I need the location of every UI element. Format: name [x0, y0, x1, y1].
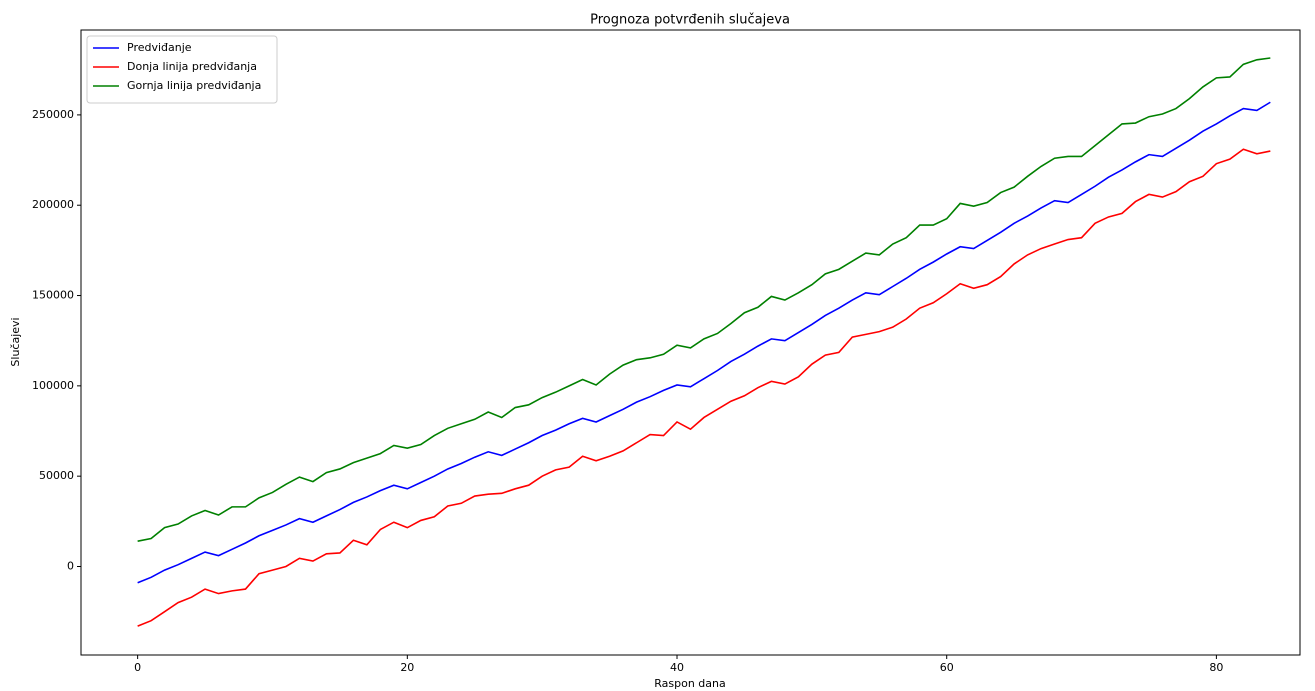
- x-axis-label: Raspon dana: [654, 677, 726, 690]
- legend-label: Predviđanje: [127, 41, 192, 54]
- chart-title: Prognoza potvrđenih slučajeva: [590, 13, 790, 28]
- y-tick-label: 0: [67, 559, 74, 572]
- legend-label: Donja linija predviđanja: [127, 60, 257, 73]
- x-tick-label: 40: [670, 661, 684, 674]
- series-line: [137, 101, 1271, 584]
- y-tick-label: 100000: [32, 379, 74, 392]
- y-tick-label: 250000: [32, 108, 74, 121]
- series-line: [137, 148, 1271, 627]
- y-axis-label: Slučajevi: [9, 317, 22, 366]
- axes-frame: [80, 29, 1301, 656]
- y-tick-label: 200000: [32, 198, 74, 211]
- x-tick-label: 80: [1209, 661, 1223, 674]
- legend-label: Gornja linija predviđanja: [127, 79, 261, 92]
- x-tick-label: 0: [134, 661, 141, 674]
- legend: Predviđanje Donja linija predviđanja Gornj…: [86, 35, 278, 104]
- series-line: [137, 57, 1271, 542]
- y-tick-label: 150000: [32, 289, 74, 302]
- y-tick-label: 50000: [39, 469, 74, 482]
- legend-box: [86, 35, 278, 104]
- x-tick-label: 20: [400, 661, 414, 674]
- x-tick-label: 60: [940, 661, 954, 674]
